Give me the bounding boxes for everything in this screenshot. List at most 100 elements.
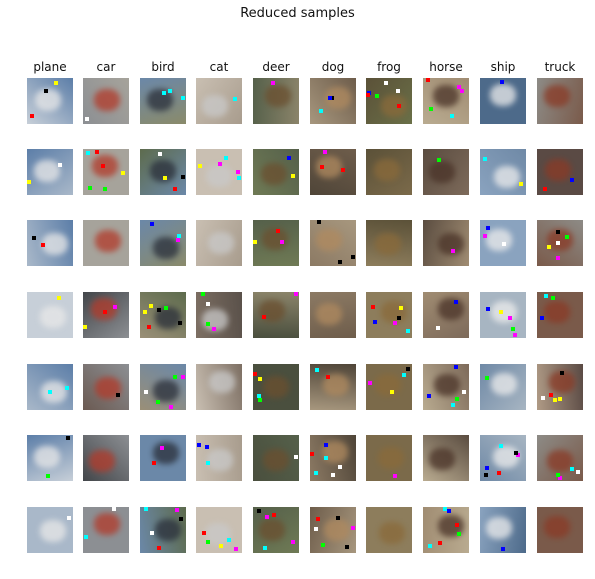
noise-pixel bbox=[451, 249, 455, 253]
noise-pixel bbox=[272, 513, 276, 517]
noise-pixel bbox=[427, 394, 431, 398]
noise-pixel bbox=[206, 322, 210, 326]
sample-plane-6 bbox=[27, 435, 73, 481]
noise-pixel bbox=[57, 296, 61, 300]
sample-object bbox=[41, 381, 67, 403]
sample-object bbox=[433, 85, 459, 107]
sample-car-1 bbox=[83, 78, 129, 124]
sample-plane-3 bbox=[27, 220, 73, 266]
sample-dog-6 bbox=[310, 435, 356, 481]
sample-object bbox=[544, 516, 570, 538]
sample-ship-1 bbox=[480, 78, 526, 124]
sample-object bbox=[94, 89, 120, 111]
sample-cat-4 bbox=[196, 292, 242, 338]
sample-object bbox=[94, 513, 120, 535]
noise-pixel bbox=[457, 532, 461, 536]
noise-pixel bbox=[160, 446, 164, 450]
sample-object bbox=[486, 517, 512, 539]
noise-pixel bbox=[500, 80, 504, 84]
noise-pixel bbox=[315, 368, 319, 372]
noise-pixel bbox=[540, 316, 544, 320]
noise-pixel bbox=[54, 81, 58, 85]
class-label-deer: deer bbox=[262, 60, 290, 74]
noise-pixel bbox=[328, 96, 332, 100]
noise-pixel bbox=[177, 234, 181, 238]
noise-pixel bbox=[514, 451, 518, 455]
noise-pixel bbox=[263, 546, 267, 550]
sample-object bbox=[378, 447, 404, 469]
noise-pixel bbox=[219, 544, 223, 548]
noise-pixel bbox=[331, 473, 335, 477]
sample-object bbox=[491, 301, 517, 323]
noise-pixel bbox=[450, 114, 454, 118]
sample-plane-4 bbox=[27, 292, 73, 338]
sample-ship-6 bbox=[480, 435, 526, 481]
sample-plane-7 bbox=[27, 507, 73, 553]
sample-frog-6 bbox=[366, 435, 412, 481]
noise-pixel bbox=[44, 89, 48, 93]
sample-horse-7 bbox=[423, 507, 469, 553]
sample-deer-7 bbox=[253, 507, 299, 553]
sample-object bbox=[153, 237, 179, 259]
noise-pixel bbox=[570, 467, 574, 471]
sample-cat-2 bbox=[196, 149, 242, 195]
noise-pixel bbox=[157, 546, 161, 550]
sample-frog-5 bbox=[366, 364, 412, 410]
noise-pixel bbox=[258, 398, 262, 402]
sample-bird-6 bbox=[140, 435, 186, 481]
noise-pixel bbox=[85, 117, 89, 121]
noise-pixel bbox=[257, 509, 261, 513]
noise-pixel bbox=[508, 316, 512, 320]
noise-pixel bbox=[576, 470, 580, 474]
noise-pixel bbox=[565, 235, 569, 239]
noise-pixel bbox=[460, 89, 464, 93]
noise-pixel bbox=[483, 157, 487, 161]
noise-pixel bbox=[314, 471, 318, 475]
sample-cat-5 bbox=[196, 364, 242, 410]
noise-pixel bbox=[206, 540, 210, 544]
sample-object bbox=[40, 306, 66, 328]
noise-pixel bbox=[390, 390, 394, 394]
noise-pixel bbox=[485, 466, 489, 470]
noise-pixel bbox=[544, 294, 548, 298]
sample-object bbox=[316, 229, 342, 251]
sample-object bbox=[429, 448, 455, 470]
noise-pixel bbox=[291, 174, 295, 178]
noise-pixel bbox=[206, 461, 210, 465]
noise-pixel bbox=[393, 321, 397, 325]
sample-dog-4 bbox=[310, 292, 356, 338]
class-label-truck: truck bbox=[544, 60, 576, 74]
noise-pixel bbox=[396, 89, 400, 93]
sample-plane-5 bbox=[27, 364, 73, 410]
sample-bird-2 bbox=[140, 149, 186, 195]
noise-pixel bbox=[103, 187, 107, 191]
noise-pixel bbox=[570, 178, 574, 182]
noise-pixel bbox=[541, 396, 545, 400]
noise-pixel bbox=[326, 375, 330, 379]
noise-pixel bbox=[287, 156, 291, 160]
sample-object bbox=[92, 155, 118, 177]
sample-frog-4 bbox=[366, 292, 412, 338]
sample-object bbox=[375, 233, 401, 255]
noise-pixel bbox=[169, 405, 173, 409]
sample-object bbox=[438, 298, 464, 320]
noise-pixel bbox=[437, 158, 441, 162]
noise-pixel bbox=[253, 372, 257, 376]
noise-pixel bbox=[205, 445, 209, 449]
noise-pixel bbox=[338, 465, 342, 469]
noise-pixel bbox=[162, 91, 166, 95]
noise-pixel bbox=[375, 94, 379, 98]
noise-pixel bbox=[291, 540, 295, 544]
noise-pixel bbox=[88, 186, 92, 190]
sample-object bbox=[153, 442, 179, 464]
sample-object bbox=[549, 371, 575, 393]
sample-bird-5 bbox=[140, 364, 186, 410]
noise-pixel bbox=[176, 238, 180, 242]
noise-pixel bbox=[276, 229, 280, 233]
noise-pixel bbox=[351, 526, 355, 530]
sample-object bbox=[206, 165, 232, 187]
noise-pixel bbox=[454, 365, 458, 369]
sample-ship-3 bbox=[480, 220, 526, 266]
noise-pixel bbox=[399, 306, 403, 310]
noise-pixel bbox=[455, 397, 459, 401]
